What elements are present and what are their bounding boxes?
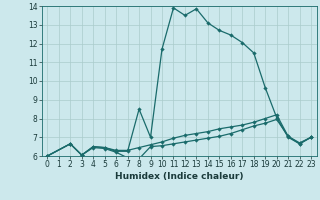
- X-axis label: Humidex (Indice chaleur): Humidex (Indice chaleur): [115, 172, 244, 181]
